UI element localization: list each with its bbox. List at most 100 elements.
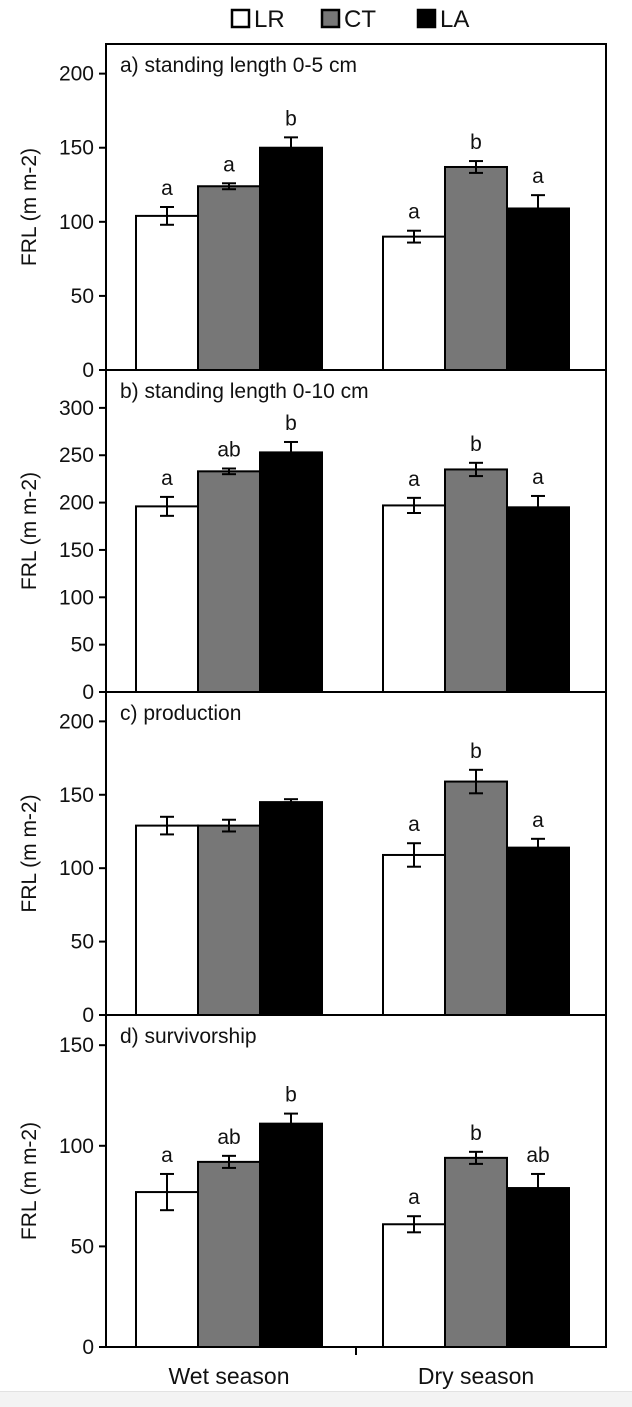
bar-lr <box>382 853 446 1017</box>
significance-letter: b <box>470 131 482 154</box>
legend-item-ct: CT <box>320 6 376 33</box>
y-axis-label: FRL (m m-2) <box>18 148 41 266</box>
significance-letter: a <box>408 813 420 836</box>
legend-swatch <box>320 8 341 29</box>
x-tick-label: Dry season <box>418 1363 534 1389</box>
y-tick-label: 0 <box>82 1336 94 1359</box>
y-tick-label: 200 <box>59 492 94 515</box>
significance-letter: ab <box>217 1126 240 1149</box>
significance-letter: b <box>285 412 297 435</box>
legend-label: CT <box>344 6 376 33</box>
panel-title: b) standing length 0-10 cm <box>120 380 369 403</box>
error-bar <box>160 206 174 226</box>
panel-3: c) production 0 50 100 150 200 FRL (m m-2) a b a <box>18 691 607 1027</box>
significance-letter: a <box>532 466 544 489</box>
error-bar <box>469 461 483 478</box>
significance-letter: a <box>223 153 235 176</box>
error-bar <box>284 798 298 807</box>
error-bar <box>531 194 545 223</box>
significance-letter: b <box>285 107 297 130</box>
bar-ct <box>197 185 261 371</box>
significance-letter: a <box>408 201 420 224</box>
error-bar <box>222 467 236 476</box>
significance-letter: a <box>161 1144 173 1167</box>
y-axis-label: FRL (m m-2) <box>18 1122 41 1240</box>
bar-ct <box>444 780 508 1016</box>
legend-label: LR <box>254 6 285 33</box>
y-tick-label: 150 <box>59 784 94 807</box>
panel-4: d) survivorship 0 50 100 150 FRL (m m-2) a ab b a… <box>18 1014 607 1359</box>
bar-lr <box>135 1191 199 1348</box>
error-bar <box>469 160 483 174</box>
y-tick-label: 50 <box>71 285 94 308</box>
y-tick-label: 150 <box>59 137 94 160</box>
bar-lr <box>382 504 446 693</box>
significance-letter: a <box>532 165 544 188</box>
panel-1: a) standing length 0-5 cm 0 50 100 150 200 FRL… <box>18 43 607 382</box>
bar-la <box>259 146 323 371</box>
error-bar <box>222 1154 236 1169</box>
significance-letter: b <box>470 740 482 763</box>
significance-letter: a <box>408 1186 420 1209</box>
y-tick-label: 50 <box>71 1235 94 1258</box>
bar-la <box>506 207 570 371</box>
legend-item-la: LA <box>416 6 469 33</box>
y-tick-label: 50 <box>71 931 94 954</box>
significance-letter: ab <box>526 1144 549 1167</box>
panel-title: c) production <box>120 702 241 725</box>
legend-label: LA <box>440 6 469 33</box>
bar-la <box>506 1187 570 1349</box>
significance-letter: b <box>470 433 482 456</box>
bar-ct <box>444 165 508 371</box>
bar-ct <box>197 1160 261 1349</box>
error-bar <box>407 496 421 515</box>
error-bar <box>531 837 545 858</box>
error-bar <box>160 495 174 517</box>
bar-lr <box>135 824 199 1017</box>
error-bar <box>407 842 421 868</box>
y-axis-label: FRL (m m-2) <box>18 472 41 590</box>
error-bar <box>469 1150 483 1165</box>
error-bar <box>284 136 298 160</box>
significance-letter: b <box>470 1122 482 1145</box>
x-axis-categories: Wet season Dry season <box>168 1347 534 1389</box>
y-tick-label: 100 <box>59 586 94 609</box>
bar-la <box>259 451 323 693</box>
bar-lr <box>382 1223 446 1349</box>
y-tick-label: 100 <box>59 211 94 234</box>
y-tick-label: 100 <box>59 1135 94 1158</box>
panel-title: d) survivorship <box>120 1025 257 1048</box>
error-bar <box>531 494 545 520</box>
legend-swatch <box>230 8 251 29</box>
legend: LR CT LA <box>230 6 469 33</box>
significance-letter: ab <box>217 438 240 461</box>
error-bar <box>469 768 483 795</box>
y-tick-label: 0 <box>82 681 94 704</box>
y-tick-label: 0 <box>82 1004 94 1027</box>
bar-lr <box>135 505 199 693</box>
bar-lr <box>382 235 446 371</box>
legend-item-lr: LR <box>230 6 285 33</box>
panel-title: a) standing length 0-5 cm <box>120 54 357 77</box>
significance-letter: a <box>161 467 173 490</box>
error-bar <box>531 1172 545 1204</box>
error-bar <box>407 1215 421 1234</box>
y-tick-label: 150 <box>59 1034 94 1057</box>
y-tick-label: 150 <box>59 539 94 562</box>
significance-letter: a <box>161 177 173 200</box>
error-bar <box>160 815 174 836</box>
bar-la <box>259 801 323 1017</box>
y-tick-label: 100 <box>59 857 94 880</box>
error-bar <box>222 818 236 833</box>
bar-la <box>259 1122 323 1348</box>
y-tick-label: 0 <box>82 359 94 382</box>
bar-ct <box>444 1156 508 1348</box>
y-tick-label: 300 <box>59 397 94 420</box>
y-tick-label: 50 <box>71 634 94 657</box>
error-bar <box>160 1172 174 1212</box>
significance-letter: a <box>408 468 420 491</box>
error-bar <box>284 1112 298 1135</box>
bar-la <box>506 846 570 1016</box>
panel-2: b) standing length 0-10 cm 0 50 100 150 200 25… <box>18 369 607 704</box>
